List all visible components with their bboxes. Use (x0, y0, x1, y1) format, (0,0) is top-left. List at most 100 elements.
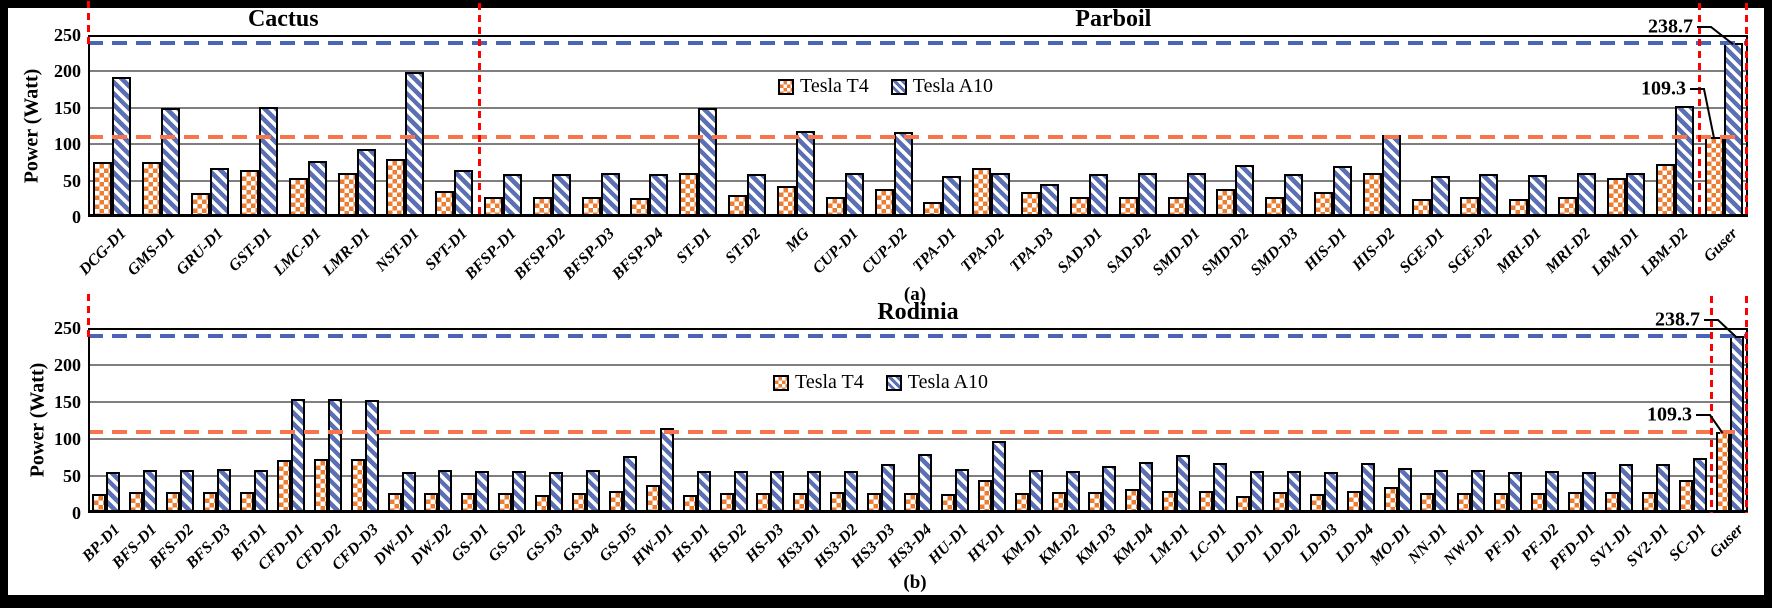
bar-a10-LD-D4 (1360, 463, 1375, 513)
legend-item-t4: Tesla T4 (773, 371, 864, 394)
bar-a10-LM-D1 (1176, 454, 1191, 513)
bar-a10-KM-D1 (1028, 470, 1043, 513)
bar-a10-SAD-D2 (1137, 172, 1157, 217)
bar-t4-HIS-D1 (1314, 191, 1333, 217)
bar-t4-LD-D2 (1272, 492, 1287, 513)
legend-swatch-t4-icon (778, 78, 794, 95)
section-title-parboil: Parboil (1075, 6, 1152, 32)
bar-t4-BFSP-D2 (532, 197, 552, 217)
y-tick-50: 50 (63, 170, 81, 191)
x-label-GS-D2: GS-D2 (485, 521, 530, 566)
bar-a10-DW-D2 (438, 470, 453, 513)
bar-t4-SMD-D2 (1216, 189, 1236, 217)
bar-a10-MG (795, 131, 815, 217)
bar-a10-LD-D2 (1286, 470, 1301, 513)
legend-item-a10: Tesla A10 (885, 371, 989, 394)
bar-a10-HU-D1 (954, 469, 969, 513)
bar-a10-Guser (1729, 336, 1744, 513)
suite-divider (1698, 3, 1702, 217)
x-label-Guser: Guser (1700, 225, 1741, 266)
bar-a10-CUP-D1 (844, 173, 864, 217)
bar-a10-GS-D4 (586, 470, 600, 513)
x-axis (88, 214, 1748, 217)
bar-t4-TPA-D2 (972, 168, 992, 217)
x-label-KM-D1: KM-D1 (998, 521, 1046, 569)
x-label-HU-D1: HU-D1 (925, 521, 972, 568)
x-axis (88, 510, 1748, 513)
suite-divider (477, 3, 481, 217)
bar-a10-LBM-D2 (1674, 106, 1694, 217)
bar-a10-GS-D5 (622, 456, 637, 513)
bar-t4-LBM-D1 (1606, 177, 1626, 217)
bar-t4-CFD-D1 (276, 459, 291, 513)
bar-a10-HY-D1 (991, 441, 1006, 513)
bar-t4-GS-D3 (535, 495, 550, 513)
x-label-SMD-D2: SMD-D2 (1198, 225, 1253, 280)
bar-t4-HW-D1 (645, 484, 660, 513)
x-label-SC-D1: SC-D1 (1666, 521, 1710, 565)
x-label-KM-D3: KM-D3 (1072, 521, 1120, 569)
annotation-109.3: 109.3 (1641, 77, 1686, 100)
bar-t4-LBM-D2 (1655, 163, 1675, 217)
x-label-SGE-D2: SGE-D2 (1444, 225, 1497, 277)
y-tick-0: 0 (72, 503, 81, 523)
x-label-LMR-D1: LMR-D1 (319, 225, 374, 280)
y-tick-100: 100 (54, 429, 81, 449)
bar-t4-PFD-D1 (1568, 492, 1582, 513)
y-tick-50: 50 (63, 466, 81, 486)
figure: Power (Watt) 0 50 100 150 200 250 DCG-D1 GMS-D1… (8, 1, 1764, 595)
y-tick-0: 0 (72, 207, 81, 227)
bar-a10-BFS-D1 (143, 470, 158, 513)
bar-a10-SPT-D1 (454, 169, 474, 217)
bar-t4-HS-D1 (682, 495, 697, 513)
bar-a10-KM-D4 (1139, 461, 1154, 513)
bar-t4-DW-D1 (387, 493, 402, 513)
bar-a10-LD-D3 (1323, 471, 1338, 513)
bar-a10-BFSP-D1 (503, 174, 522, 217)
x-label-SGE-D1: SGE-D1 (1396, 225, 1448, 277)
bar-t4-SMD-D3 (1265, 196, 1285, 217)
y-axis-title-a: Power (Watt) (20, 68, 43, 184)
bar-t4-CUP-D2 (874, 189, 894, 217)
bar-a10-TPA-D2 (991, 172, 1011, 217)
legend-item-t4: Tesla T4 (778, 75, 869, 98)
x-label-GRU-D1: GRU-D1 (173, 225, 228, 279)
y-tick-150: 150 (54, 392, 81, 412)
x-label-DW-D1: DW-D1 (371, 521, 419, 569)
x-label-Guser: Guser (1706, 521, 1747, 562)
gridline-150 (88, 106, 1748, 109)
y-tick-150: 150 (54, 97, 81, 118)
x-label-BFSP-D1: BFSP-D1 (462, 225, 521, 283)
bar-a10-SV2-D1 (1655, 464, 1670, 513)
bar-a10-GS-D1 (475, 470, 490, 513)
x-label-MRI-D1: MRI-D1 (1493, 225, 1546, 277)
legend-label-a10: Tesla A10 (907, 371, 989, 393)
bar-a10-LMC-D1 (307, 160, 327, 217)
bar-a10-HS3-D2 (844, 470, 859, 513)
bar-t4-MG (776, 186, 796, 217)
bar-a10-HS3-D3 (881, 464, 896, 513)
bar-t4-NW-D1 (1457, 493, 1472, 513)
x-label-BFSP-D2: BFSP-D2 (510, 225, 569, 283)
x-label-GS-D1: GS-D1 (448, 521, 493, 566)
bar-t4-HS3-D1 (793, 493, 808, 513)
bar-a10-CFD-D1 (290, 399, 305, 513)
legend-swatch-a10-icon (890, 78, 907, 95)
section-title-cactus: Cactus (247, 6, 319, 32)
bar-t4-BT-D1 (240, 492, 254, 513)
bar-t4-HIS-D2 (1362, 172, 1382, 217)
bar-a10-LC-D1 (1213, 462, 1228, 513)
bar-a10-BFS-D2 (180, 470, 195, 513)
x-label-GS-D3: GS-D3 (522, 521, 567, 566)
x-label-LBM-D1: LBM-D1 (1588, 225, 1643, 280)
bar-a10-HW-D1 (659, 427, 674, 513)
threshold-line-238.7 (88, 334, 1748, 339)
x-label-SAD-D2: SAD-D2 (1103, 225, 1155, 277)
bar-a10-BP-D1 (106, 471, 121, 513)
y-tick-100: 100 (54, 134, 81, 155)
threshold-line-109.3 (88, 135, 1748, 140)
x-label-LMC-D1: LMC-D1 (270, 225, 325, 280)
bar-a10-GMS-D1 (161, 107, 181, 217)
bar-a10-HS-D3 (770, 470, 785, 513)
